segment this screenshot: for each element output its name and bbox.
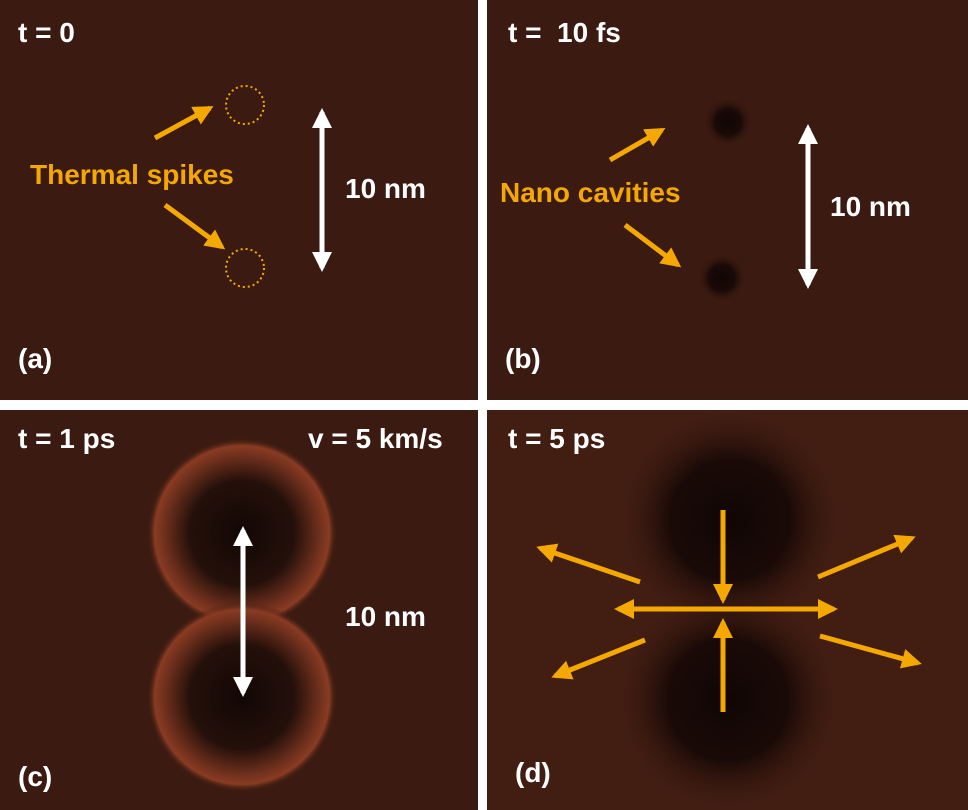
time-label: t = 10 fs [508, 17, 621, 48]
spike-circle [225, 248, 265, 288]
arrow [551, 637, 646, 680]
panel-label: (a) [18, 343, 52, 374]
velocity-label: v = 5 km/s [308, 423, 443, 454]
cavity [618, 590, 838, 810]
scale-label: 10 nm [345, 601, 426, 632]
annotation: Nano cavities [500, 177, 681, 208]
arrow [153, 105, 214, 141]
panel-label: (b) [505, 343, 541, 374]
arrow [623, 223, 682, 268]
spike-circle [225, 85, 265, 125]
arrow [608, 127, 666, 163]
arrows [536, 510, 922, 712]
panel-label: (d) [515, 757, 551, 788]
cavity [620, 410, 840, 630]
cavity [698, 254, 746, 302]
annotation: Thermal spikes [30, 159, 234, 190]
panel-label: (c) [18, 761, 52, 792]
scale-label: 10 nm [830, 191, 911, 222]
time-label: t = 1 ps [18, 423, 115, 454]
arrow [536, 543, 641, 585]
arrow [817, 534, 916, 580]
arrow [163, 202, 226, 250]
time-label: t = 5 ps [508, 423, 605, 454]
time-label: t = 0 [18, 17, 75, 48]
panel-b [487, 0, 968, 400]
cavity [704, 98, 752, 146]
arrow [819, 633, 922, 669]
panel-a [0, 0, 478, 400]
shock-ring [147, 602, 337, 792]
scale-label: 10 nm [345, 173, 426, 204]
